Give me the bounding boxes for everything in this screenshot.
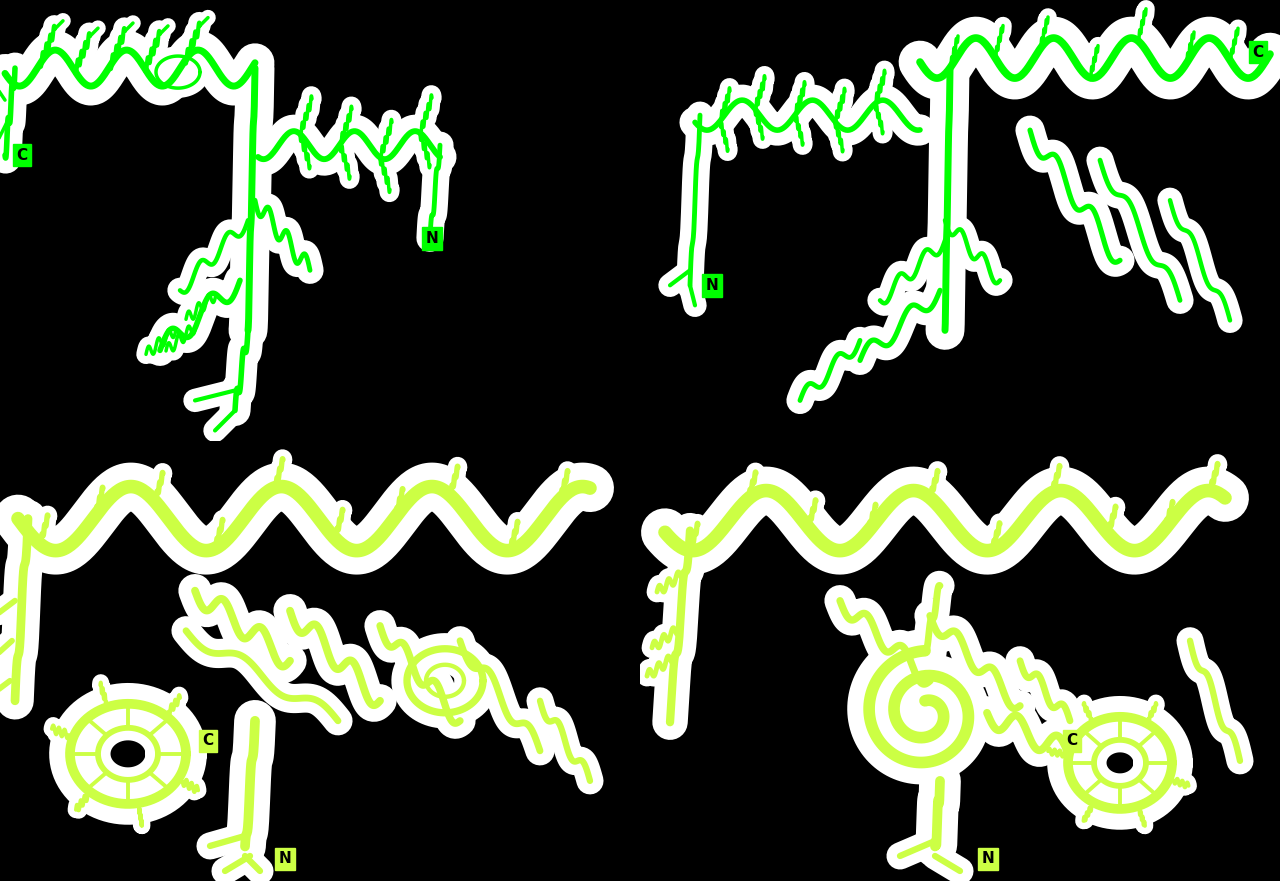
Text: N: N: [982, 851, 995, 867]
Text: C: C: [17, 148, 28, 163]
Text: N: N: [426, 231, 438, 246]
Text: C: C: [1252, 45, 1263, 60]
Text: N: N: [279, 851, 292, 867]
Text: N: N: [705, 278, 718, 292]
Text: C: C: [202, 733, 214, 748]
Text: C: C: [1066, 733, 1078, 748]
